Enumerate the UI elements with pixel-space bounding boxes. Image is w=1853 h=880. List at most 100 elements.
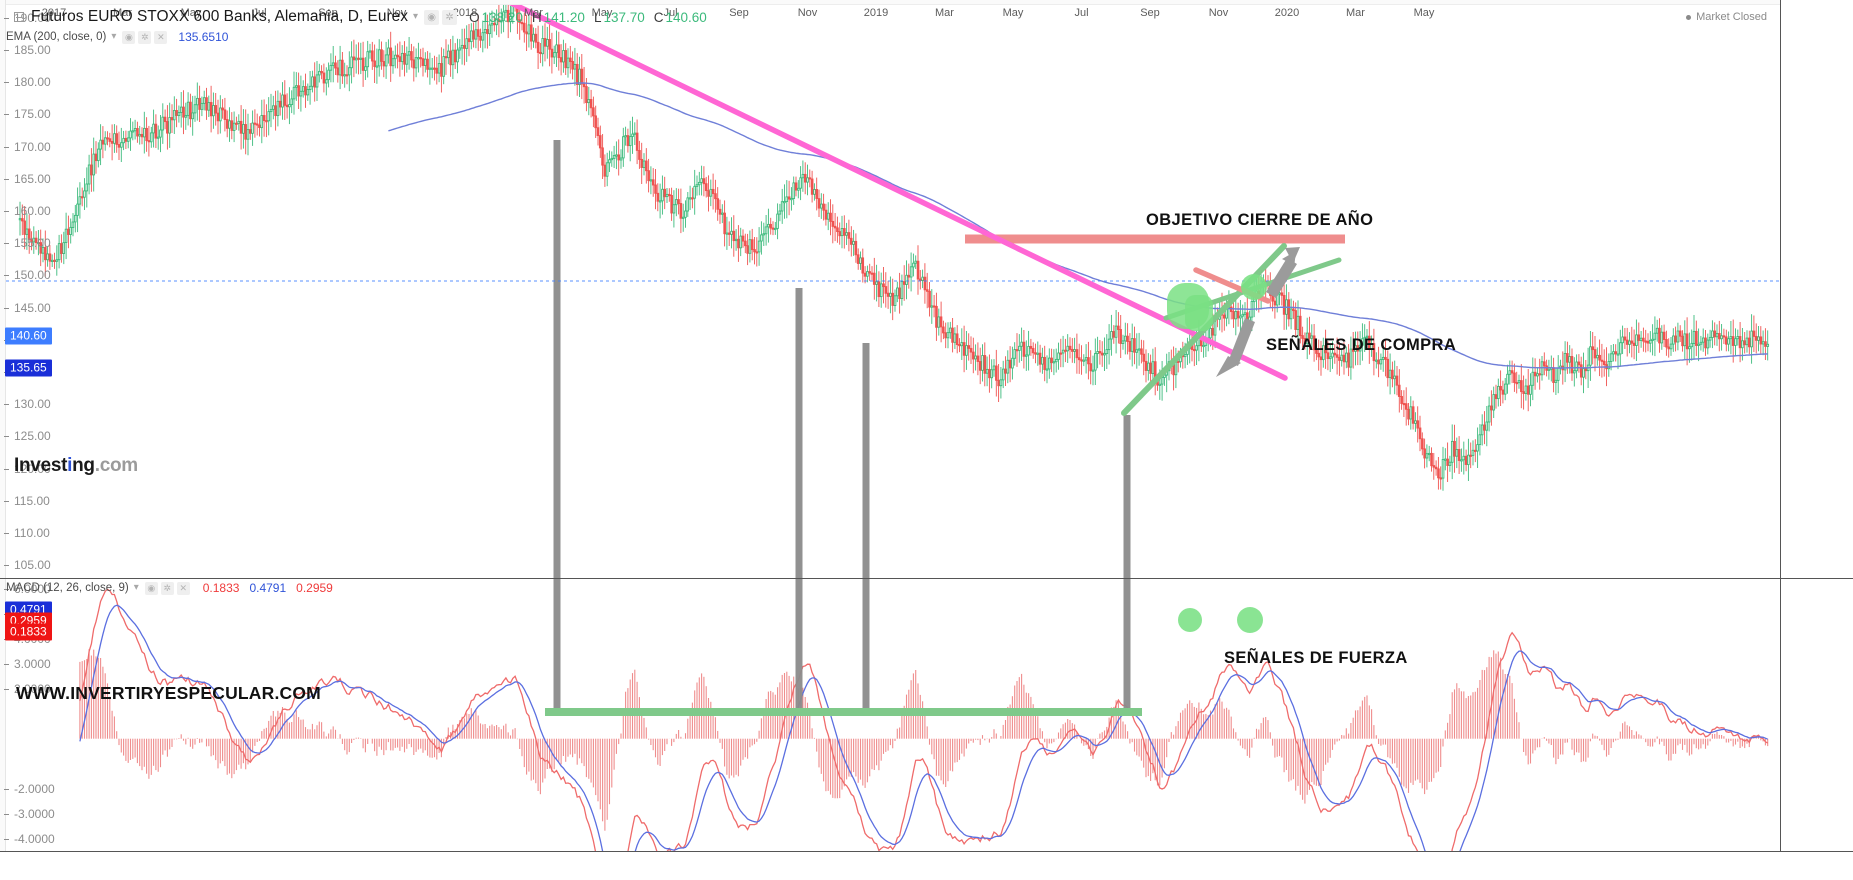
macd-tick: 2.0000 bbox=[4, 681, 51, 696]
site-watermark: WWW.INVERTIRYESPECULAR.COM bbox=[16, 683, 321, 703]
price-tick: 125.00 bbox=[4, 429, 51, 444]
price-tick: 110.00 bbox=[4, 525, 50, 540]
time-tick: 2017 bbox=[41, 7, 67, 19]
macd-histogram bbox=[79, 649, 1769, 831]
up-arrow-objetivo bbox=[1266, 247, 1300, 298]
left-toolbar-gutter[interactable] bbox=[0, 0, 6, 851]
gear-icon[interactable]: ✲ bbox=[442, 9, 458, 25]
chevron-down-icon[interactable]: ▾ bbox=[111, 31, 117, 42]
price-tick: 130.00 bbox=[4, 397, 51, 412]
price-tick: 160.00 bbox=[4, 204, 51, 219]
price-badge-last-price: 140.60 bbox=[5, 327, 52, 345]
close-icon[interactable]: ✕ bbox=[176, 581, 190, 595]
time-tick: Nov bbox=[386, 7, 407, 19]
ema-name: EMA (200, close, 0) bbox=[6, 31, 107, 43]
macd-badge: 0.1833 bbox=[5, 623, 52, 641]
ohlc-low-value: 137.70 bbox=[603, 9, 645, 25]
time-tick: Sep bbox=[729, 7, 749, 19]
macd-vertical-markers bbox=[553, 579, 1131, 712]
price-tick: 105.00 bbox=[4, 558, 51, 573]
downtrend-line bbox=[509, 5, 1288, 381]
time-tick: Nov bbox=[797, 7, 818, 19]
time-tick: Mar bbox=[935, 7, 954, 19]
time-tick: May bbox=[180, 7, 202, 19]
price-badge-ema-200: 135.65 bbox=[5, 359, 52, 377]
close-icon[interactable]: ✕ bbox=[154, 30, 168, 44]
buy-zone-2 bbox=[1241, 274, 1267, 300]
time-tick: Jul bbox=[1074, 7, 1089, 19]
ohlc-open: O 138.20 bbox=[469, 10, 523, 25]
macd-tick: -2.0000 bbox=[4, 781, 55, 796]
ohlc-open-label: O bbox=[469, 9, 480, 25]
gear-icon[interactable]: ✲ bbox=[138, 30, 152, 44]
visibility-eye-icon[interactable]: ◉ bbox=[144, 581, 158, 595]
window-top-strip bbox=[0, 0, 1853, 5]
chevron-down-icon[interactable]: ▾ bbox=[133, 582, 139, 593]
candlestick-series bbox=[18, 5, 1770, 491]
time-tick: 2018 bbox=[452, 7, 478, 19]
vertical-markers bbox=[553, 140, 1131, 578]
macd-tick: 3.0000 bbox=[4, 656, 51, 671]
price-tick: 185.00 bbox=[4, 43, 51, 58]
investing-logo-part1: Invest bbox=[14, 455, 68, 476]
ohlc-low: L 137.70 bbox=[594, 10, 645, 25]
symbol-title[interactable]: Futuros EURO STOXX 600 Banks, Alemania, … bbox=[31, 8, 409, 25]
time-tick: Nov bbox=[1208, 7, 1229, 19]
time-tick: Jul bbox=[252, 7, 267, 19]
ohlc-close-value: 140.60 bbox=[665, 9, 707, 25]
annotation-objetivo: OBJETIVO CIERRE DE AÑO bbox=[1146, 211, 1374, 229]
macd-value-signal: 0.4791 bbox=[249, 581, 287, 595]
time-tick: Mar bbox=[524, 7, 543, 19]
time-tick: Sep bbox=[1140, 7, 1160, 19]
price-tick: 170.00 bbox=[4, 139, 51, 154]
ema-200-line bbox=[388, 82, 1768, 369]
ema-legend[interactable]: EMA (200, close, 0) ▾ ◉ ✲ ✕ 135.6510 bbox=[6, 30, 228, 44]
macd-pane-content bbox=[79, 579, 1769, 851]
strength-signal-1 bbox=[1178, 608, 1202, 632]
macd-legend[interactable]: MACD (12, 26, close, 9) ▾ ◉ ✲ ✕ 0.1833 0… bbox=[6, 581, 333, 595]
macd-signal-line bbox=[79, 604, 1768, 851]
market-status-label: Market Closed bbox=[1696, 11, 1767, 23]
price-tick: 150.00 bbox=[4, 268, 51, 283]
ohlc-low-label: L bbox=[593, 9, 602, 25]
gear-icon[interactable]: ✲ bbox=[160, 581, 174, 595]
macd-tick: 6.0000 bbox=[4, 581, 51, 596]
ohlc-close: C 140.60 bbox=[654, 10, 707, 25]
price-tick: 180.00 bbox=[4, 75, 51, 90]
time-tick: May bbox=[591, 7, 613, 19]
price-tick: 120.00 bbox=[4, 461, 51, 476]
market-status: Market Closed bbox=[1686, 11, 1767, 23]
visibility-eye-icon[interactable]: ◉ bbox=[122, 30, 136, 44]
investing-logo-part3: ng bbox=[72, 455, 95, 476]
visibility-eye-icon[interactable]: ◉ bbox=[424, 9, 440, 25]
price-tick: 165.00 bbox=[4, 171, 51, 186]
ohlc-high-value: 141.20 bbox=[543, 9, 585, 25]
time-tick: Mar bbox=[1346, 7, 1365, 19]
time-tick: Sep bbox=[318, 7, 338, 19]
price-tick: 145.00 bbox=[4, 300, 51, 315]
price-tick: 115.00 bbox=[4, 493, 50, 508]
time-tick: 2019 bbox=[863, 7, 889, 19]
price-axis[interactable] bbox=[1780, 0, 1853, 851]
price-pane-content bbox=[6, 5, 1780, 578]
pane-divider-axis bbox=[1780, 578, 1853, 579]
time-tick: May bbox=[1002, 7, 1024, 19]
investing-logo-suffix: .com bbox=[94, 455, 138, 476]
ohlc-close-label: C bbox=[653, 9, 664, 25]
annotation-senales-fuerza: SEÑALES DE FUERZA bbox=[1224, 649, 1408, 667]
symbol-legend[interactable]: Futuros EURO STOXX 600 Banks, Alemania, … bbox=[14, 8, 707, 26]
ohlc-open-value: 138.20 bbox=[481, 9, 523, 25]
status-dot-icon bbox=[1686, 14, 1692, 20]
strength-signal-2 bbox=[1237, 607, 1263, 633]
macd-tick: -3.0000 bbox=[4, 806, 55, 821]
investing-logo: Investing.com bbox=[14, 455, 138, 477]
collapse-pane-icon[interactable] bbox=[14, 12, 24, 22]
price-tick: 155.00 bbox=[4, 236, 51, 251]
ema-value: 135.6510 bbox=[178, 30, 229, 44]
time-tick: Mar bbox=[113, 7, 132, 19]
ohlc-high: H 141.20 bbox=[532, 10, 585, 25]
buy-zone-1b bbox=[1185, 295, 1213, 331]
time-axis[interactable] bbox=[0, 851, 1853, 880]
chevron-down-icon[interactable]: ▾ bbox=[413, 11, 419, 22]
